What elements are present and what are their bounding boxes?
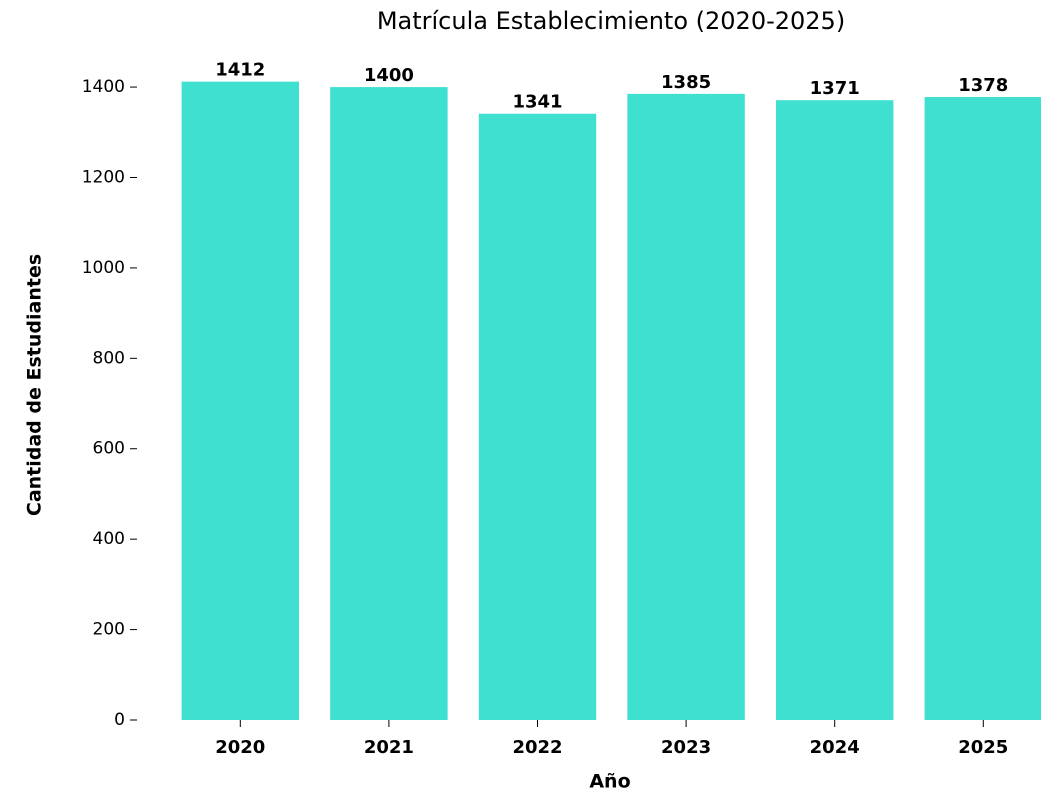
x-tick-label: 2023 xyxy=(661,737,711,758)
y-tick-label: 0 xyxy=(114,710,125,730)
y-tick-label: 1400 xyxy=(82,77,125,97)
value-label: 1400 xyxy=(364,65,414,86)
x-tick-label: 2024 xyxy=(810,737,860,758)
y-tick-label: 1000 xyxy=(82,258,125,278)
x-axis-label: Año xyxy=(589,771,630,793)
bar xyxy=(330,87,448,720)
y-tick-label: 400 xyxy=(93,529,125,549)
y-tick-label: 600 xyxy=(93,439,125,459)
bar xyxy=(924,97,1041,720)
y-tick-label: 200 xyxy=(93,620,125,640)
chart-title: Matrícula Establecimiento (2020-2025) xyxy=(377,7,845,35)
x-tick-label: 2022 xyxy=(512,737,562,758)
y-axis-label: Cantidad de Estudiantes xyxy=(24,254,46,516)
bar xyxy=(478,113,597,721)
x-tick-label: 2020 xyxy=(215,737,265,758)
value-label: 1341 xyxy=(512,92,562,113)
x-tick-label: 2021 xyxy=(364,737,414,758)
value-label: 1371 xyxy=(810,78,860,99)
bar xyxy=(181,81,299,720)
bar xyxy=(776,100,894,720)
value-label: 1378 xyxy=(958,75,1008,96)
y-tick-label: 1200 xyxy=(82,167,125,187)
value-label: 1385 xyxy=(661,72,711,93)
y-tick-label: 800 xyxy=(93,348,125,368)
value-label: 1412 xyxy=(215,60,265,81)
x-tick-label: 2025 xyxy=(958,737,1008,758)
bar xyxy=(627,93,745,720)
